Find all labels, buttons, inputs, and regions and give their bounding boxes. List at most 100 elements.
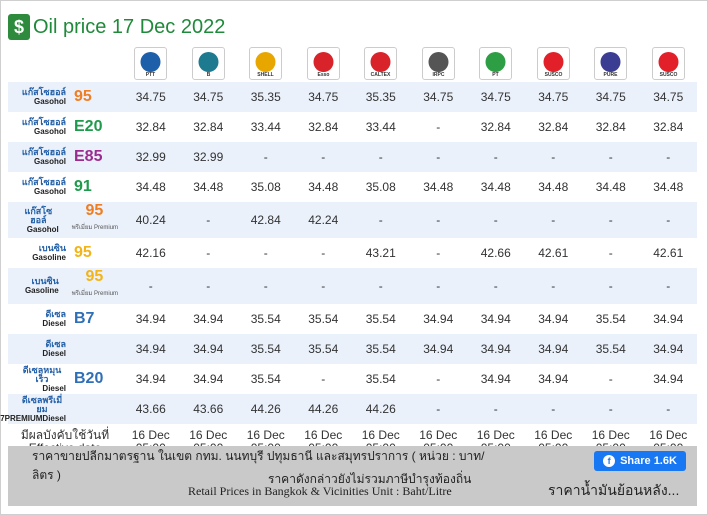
price-cell: 34.48 xyxy=(294,172,352,202)
fuel-name-english: Gasohol xyxy=(33,127,66,136)
fuel-name-thai: แก๊สโซฮอล์ xyxy=(21,177,66,187)
fuel-label-cell: แก๊สโซฮอล์ Gasohol 95 xyxy=(8,82,122,112)
price-cell: - xyxy=(179,238,237,268)
price-cell: - xyxy=(409,142,467,172)
fuel-row: ดีเซล Diesel 34.94 34.94 35.54 35.54 35.54 34.9… xyxy=(8,334,697,364)
price-cell: - xyxy=(467,394,525,424)
price-cell: - xyxy=(294,142,352,172)
station-logo-icon: SHELL xyxy=(249,46,283,80)
fuel-label-cell: ดีเซล Diesel B7 xyxy=(8,304,122,334)
price-cell: 32.84 xyxy=(524,112,582,142)
fuel-name-english: Diesel xyxy=(42,383,66,393)
price-cell: 44.26 xyxy=(352,394,410,424)
fuel-label-cell: แก๊สโซฮอล์ Gasohol 95 พรีเมี่ยม Premium xyxy=(8,202,122,238)
price-cell: 34.94 xyxy=(639,334,697,364)
fuel-name-english: Gasoline xyxy=(24,286,59,295)
fuel-code: E20 xyxy=(74,118,102,136)
price-cell: 35.54 xyxy=(237,304,295,334)
svg-text:PTT: PTT xyxy=(146,72,155,78)
station-logo-cell: PT xyxy=(467,44,525,82)
price-cell: 35.35 xyxy=(237,82,295,112)
station-logo-cell: Esso xyxy=(295,44,353,82)
effective-date-value: 16 Dec xyxy=(304,428,343,442)
effective-date-value: 16 Dec xyxy=(361,428,400,442)
price-cell: - xyxy=(237,142,295,172)
oil-price-table: PTT B SHELL Esso CALTEX IRPC PT SUSCO PURE SUSCO แ… xyxy=(0,44,697,460)
price-cell: - xyxy=(524,394,582,424)
svg-text:CALTEX: CALTEX xyxy=(371,72,391,78)
fuel-row: แก๊สโซฮอล์ Gasohol E85 32.99 32.99- - - - - - - - xyxy=(8,142,697,172)
price-cell: - xyxy=(237,238,295,268)
station-logo-cell: PTT xyxy=(122,44,180,82)
fuel-name-english: Gasohol xyxy=(33,187,66,196)
svg-text:PURE: PURE xyxy=(604,72,619,78)
footer-note-unit: Retail Prices in Bangkok & Vicinities Un… xyxy=(188,484,452,498)
effective-date-value: 16 Dec xyxy=(591,428,630,442)
price-history-link[interactable]: ราคาน้ำมันย้อนหลัง... xyxy=(548,482,680,498)
price-cell: 34.75 xyxy=(409,82,467,112)
dollar-icon: $ xyxy=(8,14,30,40)
price-cell: 34.94 xyxy=(179,304,237,334)
price-cell: - xyxy=(467,202,525,238)
price-cell: - xyxy=(639,394,697,424)
price-cell: 32.84 xyxy=(639,112,697,142)
page-title: Oil price 17 Dec 2022 xyxy=(33,15,226,38)
price-cell: 34.94 xyxy=(467,334,525,364)
fuel-code-text: E85 xyxy=(74,148,103,165)
price-cell: - xyxy=(582,394,640,424)
price-cell: - xyxy=(237,268,295,304)
price-cell: 34.94 xyxy=(409,304,467,334)
fuel-code: 95 xyxy=(74,244,92,262)
fuel-name-english: Diesel xyxy=(42,349,66,358)
fuel-name-english: Gasohol xyxy=(33,97,66,106)
price-cell: 43.21 xyxy=(352,238,410,268)
fuel-code-text: B20 xyxy=(74,370,104,387)
price-cell: 35.54 xyxy=(352,364,410,394)
fuel-code-text: 95 xyxy=(74,88,92,105)
station-logo-cell: PURE xyxy=(582,44,640,82)
price-cell: 34.75 xyxy=(467,82,525,112)
fuel-label-cell: ดีเซลพรีเมี่ยม B7PREMIUMDiesel xyxy=(0,394,122,424)
fuel-name-english: Gasoline xyxy=(32,253,66,262)
fuel-name-thai: ดีเซล xyxy=(45,309,66,319)
svg-text:IRPC: IRPC xyxy=(432,72,444,78)
price-cell: 35.54 xyxy=(237,364,295,394)
fuel-row: ดีเซล Diesel B7 34.94 34.94 35.54 35.54 35.54 34… xyxy=(8,304,697,334)
svg-text:SUSCO: SUSCO xyxy=(544,72,562,78)
fuel-name-thai: แก๊สโซฮอล์ xyxy=(21,117,66,127)
station-logo-icon: CALTEX xyxy=(364,46,398,80)
price-cell: 35.54 xyxy=(237,334,295,364)
facebook-icon: f xyxy=(603,455,616,467)
fuel-code: B20 xyxy=(74,370,103,388)
svg-text:Esso: Esso xyxy=(317,72,329,78)
price-cell: - xyxy=(179,202,237,238)
price-cell: 34.48 xyxy=(467,172,525,202)
fuel-row: แก๊สโซฮอล์ Gasohol 91 34.48 34.48 35.08 34.48 3… xyxy=(8,172,697,202)
price-cell: 35.54 xyxy=(294,304,352,334)
price-cell: 40.24 xyxy=(122,202,180,238)
price-cell: 32.84 xyxy=(122,112,180,142)
fuel-code-text: 95 xyxy=(74,244,92,261)
price-cell: 34.48 xyxy=(409,172,467,202)
price-cell: 34.48 xyxy=(524,172,582,202)
fuel-row: แก๊สโซฮอล์ Gasohol 95 พรีเมี่ยม Premium 40.2… xyxy=(8,202,697,238)
station-logo-icon: PTT xyxy=(134,46,168,80)
price-cell: 32.99 xyxy=(179,142,237,172)
fuel-row: แก๊สโซฮอล์ Gasohol E20 32.84 32.84 33.44 32.84… xyxy=(8,112,697,142)
fuel-name-thai: แก๊สโซฮอล์ xyxy=(21,147,66,157)
price-cell: 34.94 xyxy=(524,304,582,334)
fuel-code: 95 พรีเมี่ยม Premium xyxy=(67,268,122,304)
facebook-share-button[interactable]: f Share 1.6K xyxy=(594,451,686,471)
fuel-code-text: B7 xyxy=(74,310,95,327)
fuel-code-text: 95 xyxy=(85,268,104,285)
price-cell: - xyxy=(582,142,640,172)
price-cell: 33.44 xyxy=(352,112,410,142)
fuel-code: 91 xyxy=(74,178,92,196)
fuel-label-cell: เบนซิน Gasoline 95 xyxy=(8,238,122,268)
fuel-name-english: Gasohol xyxy=(26,224,59,234)
station-logo-icon: SUSCO xyxy=(536,46,570,80)
price-cell: 42.84 xyxy=(237,202,295,238)
share-label: Share 1.6K xyxy=(620,455,677,467)
price-cell: 34.94 xyxy=(122,304,180,334)
station-logo-cell: SUSCO xyxy=(525,44,583,82)
